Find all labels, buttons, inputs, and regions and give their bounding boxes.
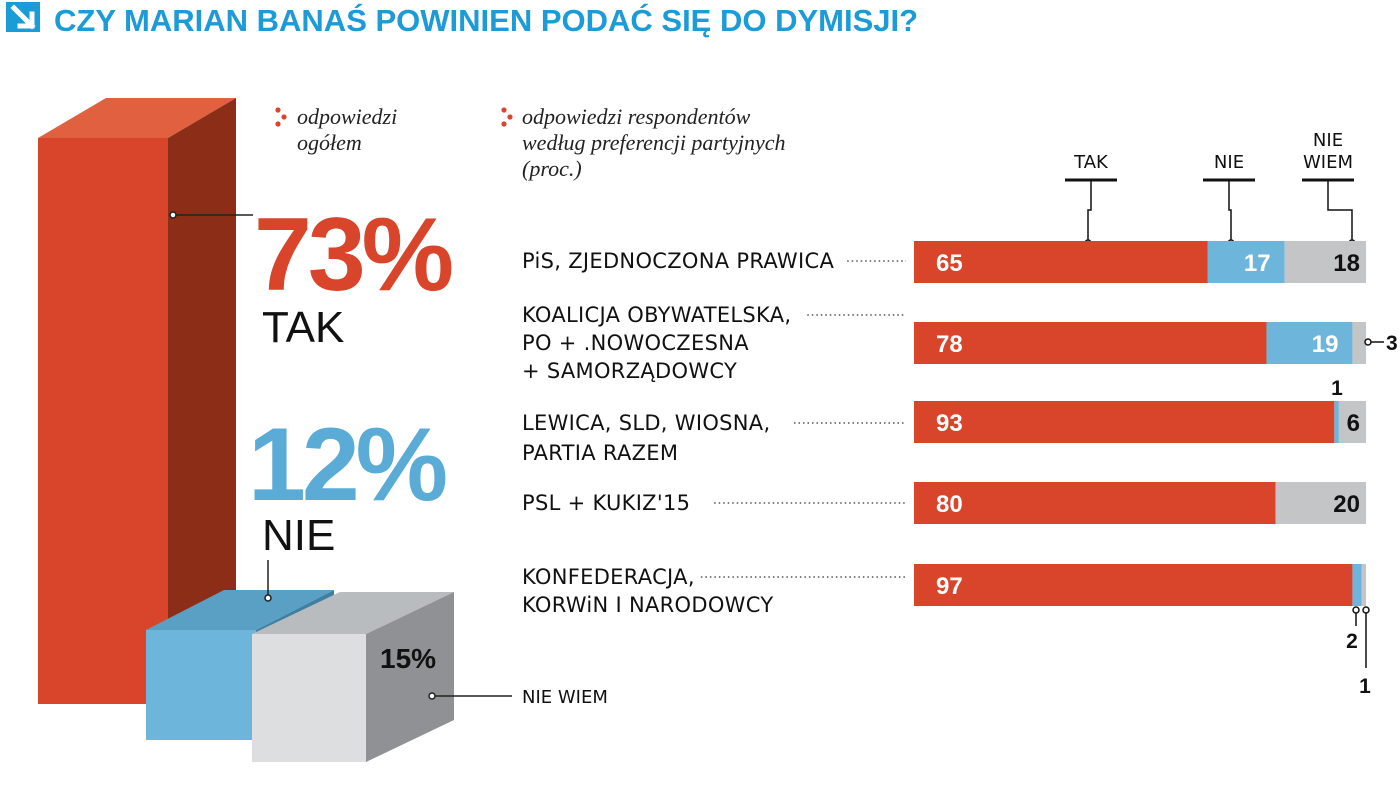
overall-bar-tak <box>38 98 236 740</box>
chart-title: CZY MARIAN BANAŚ POWINIEN PODAĆ SIĘ DO D… <box>54 2 918 38</box>
overall-tak-value: 73% <box>254 197 452 313</box>
category-label: PO + .NOWOCZESNA <box>522 331 749 355</box>
series-connector <box>1228 180 1232 240</box>
overall-note-line: odpowiedzi <box>297 104 397 129</box>
bar-value-nie-wiem: 18 <box>1333 250 1360 277</box>
bar-segment-tak <box>914 241 1208 283</box>
party-note-line: odpowiedzi respondentów <box>522 104 751 129</box>
overall-note-icon <box>275 107 287 127</box>
series-connector <box>1087 180 1092 240</box>
small-value-dot <box>1352 606 1360 614</box>
category-label: PiS, ZJEDNOCZONA PRAWICA <box>522 249 834 273</box>
bar-segment-nie <box>1352 564 1362 606</box>
series-header: NIE <box>1313 130 1343 151</box>
bar-segment-nie-wiem <box>1361 564 1366 606</box>
category-label: KOALICJA OBYWATELSKA, <box>522 303 791 327</box>
bar-segment-nie-wiem <box>1352 322 1366 364</box>
series-header: NIE <box>1214 152 1244 173</box>
title-arrow-icon <box>6 2 40 32</box>
party-note-icon <box>501 107 513 127</box>
bar-segment-tak <box>914 482 1276 524</box>
bar-value-tak: 78 <box>936 331 963 358</box>
bar-value-nie-wiem: 20 <box>1333 491 1360 518</box>
party-note-line: według preferencji partyjnych <box>522 130 786 155</box>
overall-note-line: ogółem <box>297 130 362 155</box>
bar-value-nie-wiem: 1 <box>1359 675 1371 698</box>
bar-value-nie: 17 <box>1244 250 1271 277</box>
bar-segment-nie <box>1207 241 1285 283</box>
bar-segment-nie <box>1334 401 1339 443</box>
series-header: WIEM <box>1303 152 1353 173</box>
bar-segment-tak <box>914 401 1335 443</box>
small-value-dot <box>1364 338 1372 346</box>
category-label: KORWiN I NARODOWCY <box>522 593 773 617</box>
category-label: + SAMORZĄDOWCY <box>522 359 737 383</box>
category-label: PSL + KUKIZ'15 <box>522 491 690 515</box>
overall-nie-wiem-leader <box>428 692 512 700</box>
bar-segment-nie <box>1266 322 1353 364</box>
party-note: odpowiedzi respondentów według preferenc… <box>522 104 791 181</box>
bar-segment-tak <box>914 564 1353 606</box>
bar-segment-nie-wiem <box>1275 482 1366 524</box>
bar-value-nie: 2 <box>1346 630 1358 653</box>
overall-nie-leader <box>264 560 272 602</box>
overall-nie-label: NIE <box>262 511 335 560</box>
small-value-dot <box>1362 606 1370 614</box>
bar-segment-nie-wiem <box>1284 241 1366 283</box>
bar-value-tak: 65 <box>936 250 963 277</box>
category-label: LEWICA, SLD, WIOSNA, <box>522 411 770 435</box>
category-label: PARTIA RAZEM <box>522 441 678 465</box>
overall-nie-wiem-label: NIE WIEM <box>522 687 608 708</box>
bar-value-nie: 1 <box>1331 377 1343 400</box>
bar-value-tak: 97 <box>936 573 963 600</box>
series-connector <box>1327 180 1353 240</box>
bar-value-tak: 80 <box>936 491 963 518</box>
overall-bar-nie-wiem <box>252 592 454 762</box>
series-header: TAK <box>1073 152 1109 173</box>
bar-segment-tak <box>914 322 1267 364</box>
bar-value-nie: 19 <box>1312 331 1339 358</box>
overall-nie-value: 12% <box>248 407 446 523</box>
bar-segment-nie-wiem <box>1338 401 1366 443</box>
bar-value-nie-wiem: 6 <box>1347 410 1360 437</box>
overall-tak-label: TAK <box>262 303 344 352</box>
overall-note: odpowiedzi ogółem <box>297 104 403 155</box>
category-label: KONFEDERACJA, <box>522 565 695 589</box>
bar-value-tak: 93 <box>936 410 963 437</box>
bar-value-nie-wiem: 3 <box>1386 332 1398 355</box>
overall-tak-leader <box>169 211 253 219</box>
party-note-line: (proc.) <box>522 156 582 181</box>
overall-nie-wiem-value: 15% <box>380 643 436 674</box>
